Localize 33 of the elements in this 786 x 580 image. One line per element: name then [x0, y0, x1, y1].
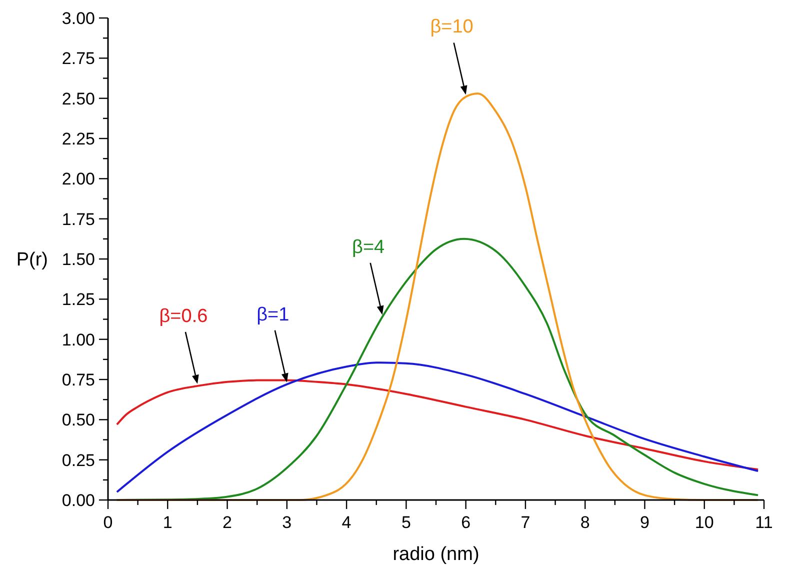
text: β=0.6 [159, 306, 208, 327]
y-tick-label: 1.00 [62, 330, 95, 350]
y-tick-label: 1.50 [62, 250, 95, 269]
x-tick-label: 1 [162, 513, 172, 532]
x-tick-label: 11 [755, 513, 773, 532]
series-label: β=4 [352, 236, 386, 258]
y-tick-label: 1.25 [62, 290, 95, 310]
y-tick-label: 0.00 [62, 490, 95, 510]
x-tick-label: 6 [461, 513, 471, 532]
x-tick-label: 10 [694, 513, 714, 532]
x-tick-label: 5 [401, 513, 411, 532]
text: β=10 [430, 16, 474, 38]
y-tick-label: 0.50 [62, 410, 95, 430]
line-series [116, 92, 760, 501]
y-tick-label: 2.00 [62, 170, 95, 189]
x-tick-label: 7 [520, 513, 530, 532]
x-tick-label: 0 [103, 513, 113, 532]
x-tick-label: 8 [580, 513, 590, 532]
y-tick-label: 0.25 [62, 450, 95, 470]
y-tick-label: 3.00 [62, 8, 95, 28]
y-axis-title: P(r) [16, 250, 48, 271]
x-tick-label: 2 [222, 513, 232, 532]
line-series [116, 362, 760, 493]
y-tick-label: 2.25 [62, 129, 95, 148]
x-tick-label: 3 [282, 513, 292, 532]
y-tick-label: 1.75 [62, 210, 95, 229]
x-tick-label: 4 [342, 513, 352, 532]
y-tick-label: 0.75 [62, 370, 95, 390]
y-tick-label: 2.50 [62, 89, 95, 108]
x-axis-title: radio (nm) [392, 544, 480, 565]
y-tick-label: 2.75 [62, 49, 95, 68]
text: β=1 [256, 304, 290, 326]
x-tick-label: 9 [640, 513, 650, 532]
